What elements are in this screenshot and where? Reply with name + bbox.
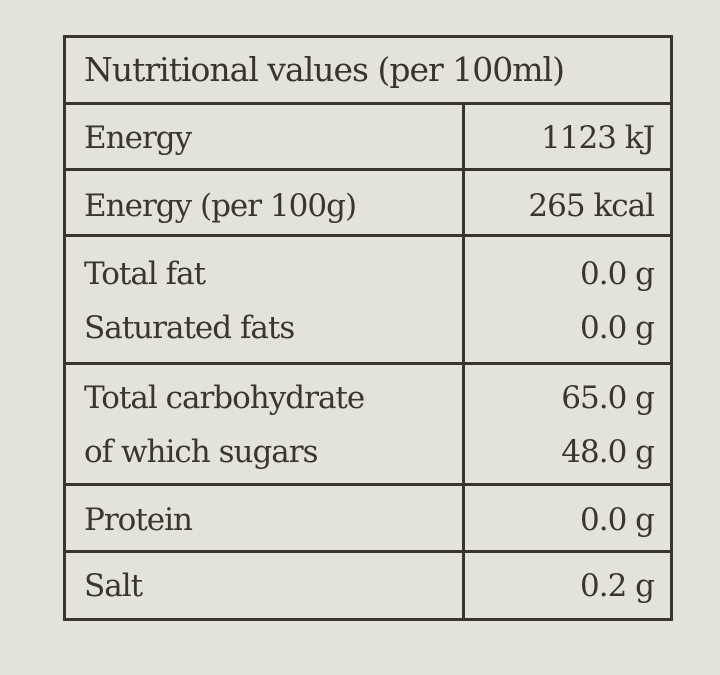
row-value: 0.0 g [580, 310, 655, 346]
row-label: Total carbohydrate [84, 380, 365, 416]
row-divider [66, 102, 670, 105]
nutrition-table: Nutritional values (per 100ml) Energy 11… [63, 35, 673, 621]
row-value: 48.0 g [561, 434, 655, 470]
row-value: 265 kcal [528, 188, 655, 224]
table-title: Nutritional values (per 100ml) [84, 50, 565, 89]
row-label: Protein [84, 502, 193, 538]
row-value: 65.0 g [561, 380, 655, 416]
row-divider [66, 234, 670, 237]
row-label: of which sugars [84, 434, 319, 470]
row-value: 0.0 g [580, 256, 655, 292]
row-value: 0.0 g [580, 502, 655, 538]
column-divider [462, 105, 465, 618]
row-divider [66, 362, 670, 365]
row-divider [66, 168, 670, 171]
row-value: 0.2 g [580, 568, 655, 604]
row-divider [66, 550, 670, 553]
row-label: Energy [84, 120, 192, 156]
row-label: Saturated fats [84, 310, 295, 346]
row-value: 1123 kJ [541, 120, 655, 156]
row-divider [66, 483, 670, 486]
row-label: Total fat [84, 256, 206, 292]
row-label: Salt [84, 568, 143, 604]
row-label: Energy (per 100g) [84, 188, 357, 224]
